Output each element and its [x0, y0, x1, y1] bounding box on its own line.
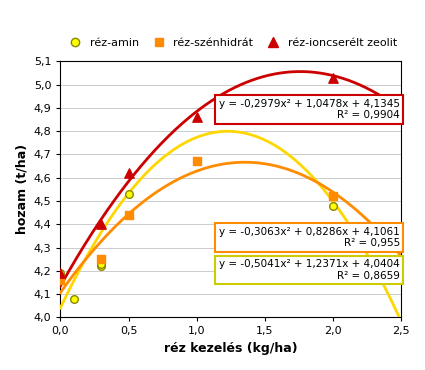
Text: y = -0,2979x² + 1,0478x + 4,1345
R² = 0,9904: y = -0,2979x² + 1,0478x + 4,1345 R² = 0,… [219, 98, 400, 120]
Point [125, 170, 132, 176]
Point [193, 114, 200, 120]
Point [330, 75, 337, 81]
Point [125, 212, 132, 218]
Legend: réz-amin, réz-szénhidrát, réz-ioncserélt zeolit: réz-amin, réz-szénhidrát, réz-ioncserélt… [60, 34, 402, 53]
Point [98, 256, 105, 262]
X-axis label: réz kezelés (kg/ha): réz kezelés (kg/ha) [164, 342, 298, 355]
Y-axis label: hozam (t/ha): hozam (t/ha) [15, 144, 28, 235]
Point [98, 263, 105, 269]
Point [125, 191, 132, 197]
Point [330, 194, 337, 199]
Point [57, 270, 64, 276]
Point [330, 203, 337, 209]
Text: y = -0,5041x² + 1,2371x + 4,0404
R² = 0,8659: y = -0,5041x² + 1,2371x + 4,0404 R² = 0,… [219, 259, 400, 281]
Text: y = -0,3063x² + 0,8286x + 4,1061
R² = 0,955: y = -0,3063x² + 0,8286x + 4,1061 R² = 0,… [219, 226, 400, 248]
Point [57, 270, 64, 276]
Point [71, 296, 77, 302]
Point [98, 221, 105, 227]
Point [57, 277, 64, 283]
Point [193, 158, 200, 164]
Point [98, 261, 105, 267]
